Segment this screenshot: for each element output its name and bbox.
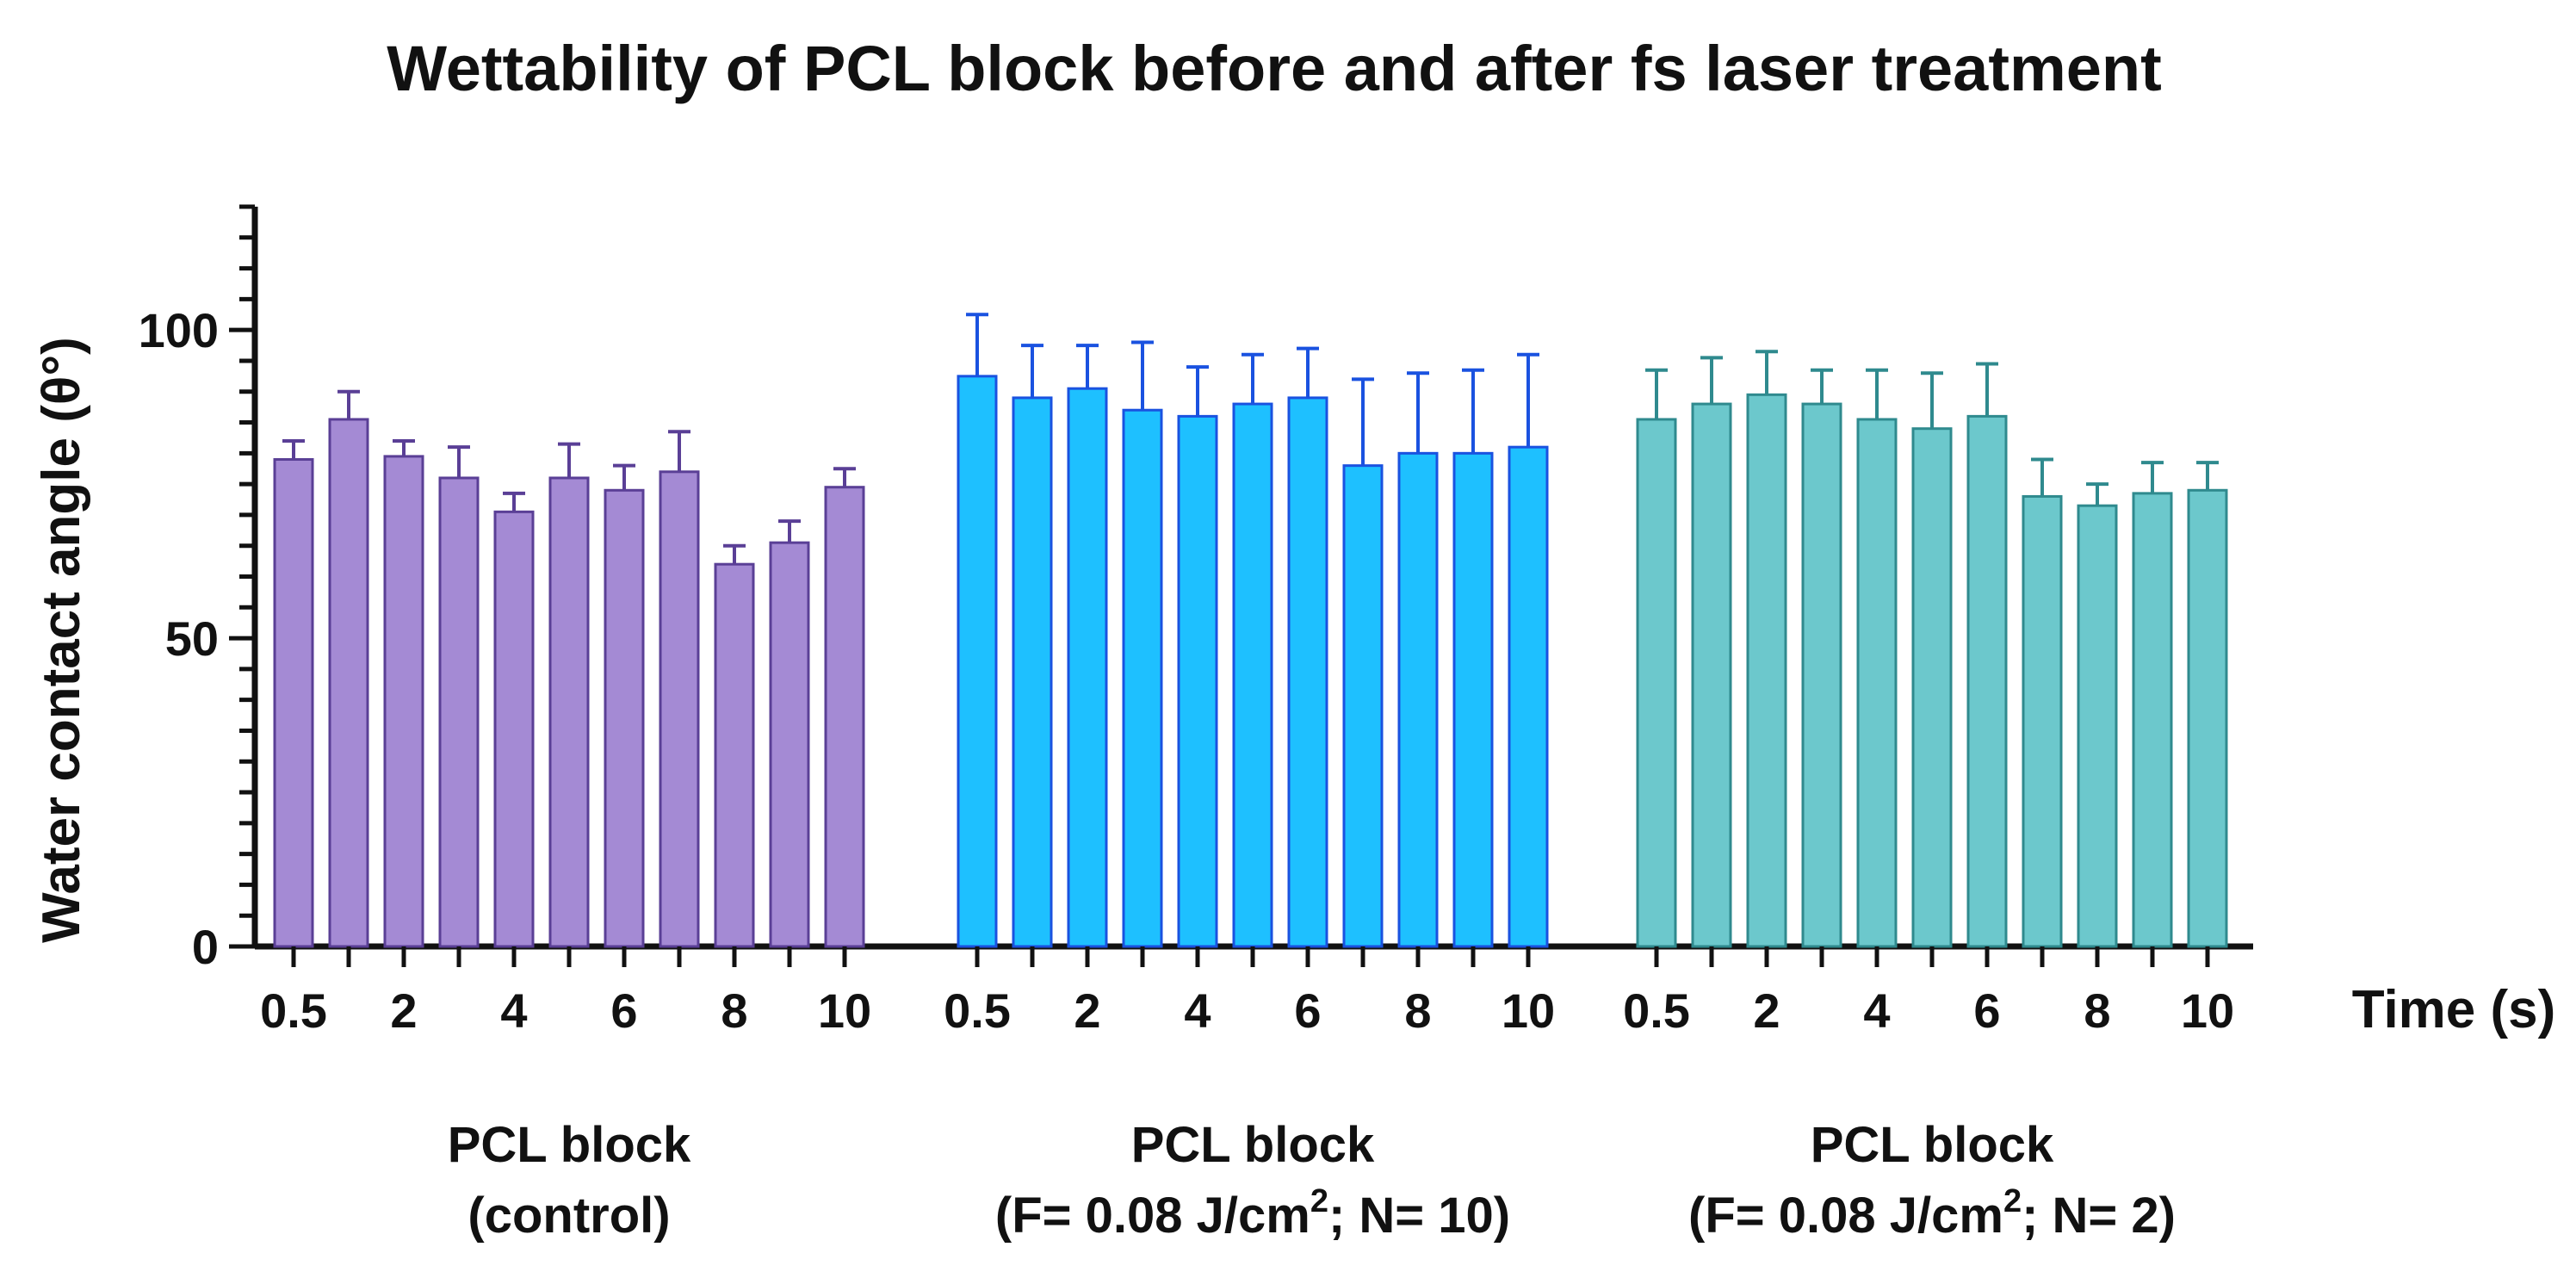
y-tick-label: 50 <box>165 611 219 666</box>
x-tick-label: 2 <box>390 983 417 1038</box>
bar <box>1122 408 1163 948</box>
bar <box>1746 393 1787 948</box>
bar <box>1342 464 1384 948</box>
bar <box>1397 451 1439 948</box>
x-tick-label: 6 <box>1973 983 2000 1038</box>
group-label-text: (F= 0.08 J/cm <box>1688 1188 2003 1244</box>
x-tick-labels: 0.5 2 4 6 8 10 0.5 2 4 6 8 10 0.5 2 4 6 8 10 <box>260 946 2234 1038</box>
group-label-line1: PCL block <box>1811 1117 2054 1173</box>
bar <box>1691 402 1732 948</box>
group-label-superscript: 2 <box>1310 1183 1328 1219</box>
bar <box>2022 494 2063 948</box>
bar <box>659 470 700 948</box>
group-label-line2: (F= 0.08 J/cm2; N= 2) <box>1688 1183 2176 1244</box>
bar <box>1232 402 1273 948</box>
bar <box>1067 387 1108 948</box>
group-label-text: ; N= 10) <box>1328 1188 1510 1244</box>
bar <box>2132 492 2173 948</box>
group-label-superscript: 2 <box>2003 1183 2022 1219</box>
bar <box>2187 488 2228 948</box>
chart-title: Wettability of PCL block before and afte… <box>387 33 2162 104</box>
series-group <box>957 313 1549 948</box>
series-group <box>1636 350 2228 948</box>
bar <box>1012 396 1053 948</box>
y-tick-label: 0 <box>192 920 219 974</box>
y-axis-label: Water contact angle (θ°) <box>32 337 91 943</box>
group-label-line2: (F= 0.08 J/cm2; N= 10) <box>995 1183 1510 1244</box>
x-tick-label: 8 <box>2084 983 2110 1038</box>
x-tick-label: 2 <box>1753 983 1780 1038</box>
bar <box>1177 414 1218 948</box>
y-axis: 0 50 100 <box>139 204 258 974</box>
x-tick-label: 8 <box>1404 983 1431 1038</box>
bar <box>824 486 865 948</box>
bar <box>493 510 535 948</box>
bar <box>1287 396 1328 948</box>
bar <box>438 476 480 948</box>
x-tick-label: 10 <box>2181 983 2234 1038</box>
bar <box>383 455 424 948</box>
group-label-line2: (control) <box>468 1188 670 1244</box>
series-group <box>273 389 865 948</box>
x-tick-label: 6 <box>1294 983 1321 1038</box>
x-tick-label: 2 <box>1074 983 1100 1038</box>
bar <box>957 375 998 948</box>
bar <box>1636 418 1677 948</box>
x-axis-label: Time (s) <box>2352 980 2556 1039</box>
x-tick-label: 0.5 <box>944 983 1011 1038</box>
bar <box>604 488 645 948</box>
x-tick-label: 10 <box>1502 983 1555 1038</box>
bar <box>2077 504 2118 948</box>
bar <box>1856 418 1898 948</box>
y-tick-label: 100 <box>139 303 219 357</box>
x-tick-label: 4 <box>500 983 527 1038</box>
group-label-line1: PCL block <box>448 1117 691 1173</box>
bar <box>769 541 810 948</box>
x-tick-label: 6 <box>610 983 637 1038</box>
bar <box>1801 402 1842 948</box>
x-tick-label: 8 <box>721 983 747 1038</box>
bar <box>714 562 755 948</box>
group-labels: PCL block (control) PCL block (F= 0.08 J/cm… <box>448 1117 2176 1244</box>
x-tick-label: 0.5 <box>1623 983 1690 1038</box>
bar <box>548 476 590 948</box>
bar <box>1966 414 2008 948</box>
x-tick-label: 4 <box>1184 983 1211 1038</box>
group-label-line1: PCL block <box>1131 1117 1375 1173</box>
bar <box>328 418 369 948</box>
group-label-text: ; N= 2) <box>2022 1188 2176 1244</box>
bar <box>1508 445 1549 948</box>
x-tick-label: 4 <box>1863 983 1890 1038</box>
group-label-text: (F= 0.08 J/cm <box>995 1188 1310 1244</box>
bar <box>1452 451 1494 948</box>
x-tick-label: 10 <box>818 983 871 1038</box>
bar <box>273 457 314 948</box>
bars <box>273 313 2228 948</box>
x-tick-label: 0.5 <box>260 983 327 1038</box>
bar <box>1911 427 1953 948</box>
